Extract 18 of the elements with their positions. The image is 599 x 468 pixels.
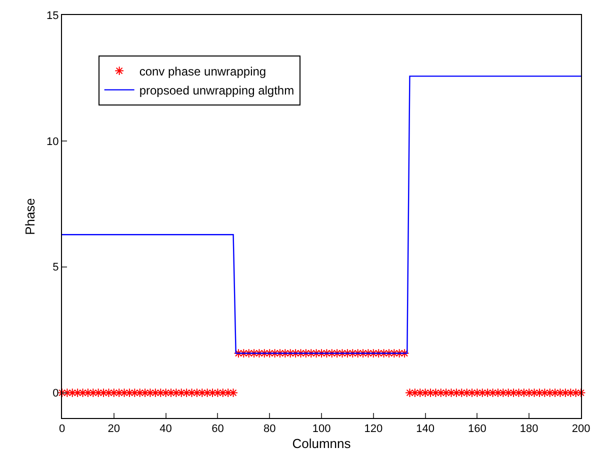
x-tick-label: 180 <box>520 423 538 436</box>
x-tick-label: 200 <box>572 423 590 436</box>
y-tick-label: 10 <box>46 136 59 148</box>
x-tick-label: 60 <box>212 423 224 436</box>
legend-label: conv phase unwrapping <box>139 64 266 78</box>
legend-label: propsoed unwrapping algthm <box>139 83 294 98</box>
y-tick-label: 0 <box>52 388 59 400</box>
x-tick-label: 20 <box>108 423 120 436</box>
x-tick-label: 80 <box>263 423 276 436</box>
y-tick-label: 5 <box>52 262 59 274</box>
x-tick-label: 40 <box>160 423 172 436</box>
y-axis-title: Phase <box>22 198 38 235</box>
x-axis-title: Columnns <box>292 436 352 451</box>
x-tick-label: 100 <box>312 423 331 436</box>
x-tick-label: 160 <box>468 423 486 436</box>
y-tick-label: 15 <box>46 10 59 22</box>
x-tick-label: 140 <box>416 423 434 436</box>
x-tick-label: 120 <box>364 423 383 436</box>
